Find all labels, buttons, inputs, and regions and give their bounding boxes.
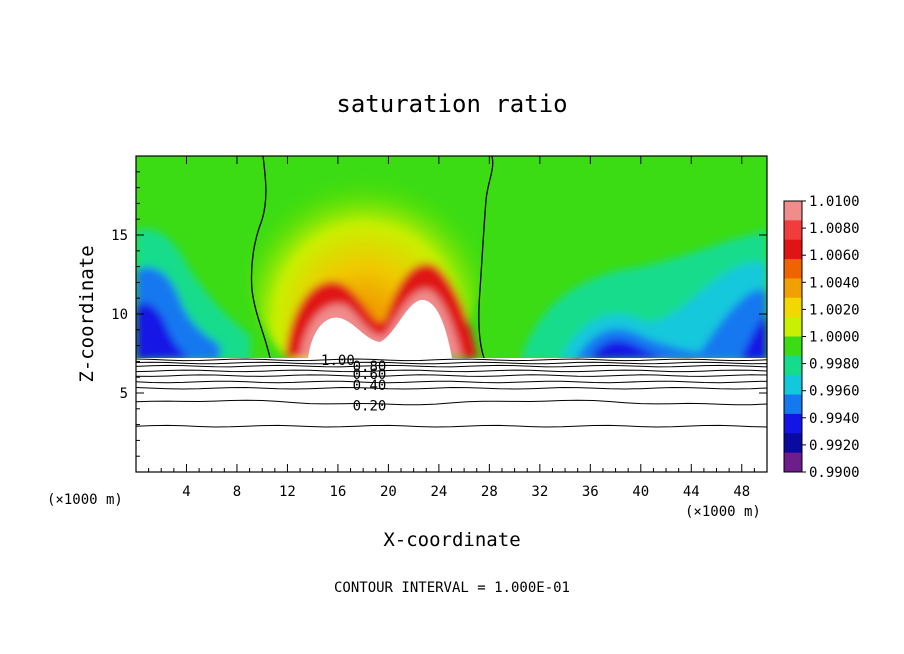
x-tick-label: 16 <box>329 484 346 500</box>
y-axis-ticks: 5 10 15 <box>111 171 767 457</box>
colorbar-label: 1.0040 <box>809 275 860 291</box>
colorbar: 1.0100 1.0080 1.0060 1.0040 1.0020 1.0000 0.99… <box>783 194 860 481</box>
y-tick-label: 5 <box>120 386 128 402</box>
saturation-boundary-right <box>478 156 494 359</box>
colorbar-swatch <box>784 433 802 454</box>
x-tick-label: 12 <box>279 484 296 500</box>
colorbar-swatch <box>784 336 802 357</box>
contour-line <box>136 386 767 390</box>
contour-label: 0.40 <box>353 378 387 394</box>
colorbar-label: 1.0100 <box>809 194 860 210</box>
colorbar-label: 1.0020 <box>809 302 860 318</box>
y-tick-label: 15 <box>111 228 128 244</box>
colorbar-swatch <box>784 201 802 221</box>
x-tick-label: 20 <box>380 484 397 500</box>
plot-area <box>136 156 767 472</box>
colorbar-swatch <box>784 355 802 376</box>
contour-line <box>136 374 767 377</box>
colorbar-swatch <box>784 297 802 318</box>
colorbar-label: 1.0060 <box>809 248 860 264</box>
x-tick-label: 40 <box>632 484 649 500</box>
contour-label: 0.20 <box>353 399 387 415</box>
y-axis-label: Z-coordinate <box>76 245 98 382</box>
x-tick-label: 44 <box>683 484 700 500</box>
x-axis-label: X-coordinate <box>383 529 520 551</box>
contour-line <box>136 358 767 362</box>
x-unit-label-left: (×1000 m) <box>47 492 123 508</box>
left-darkblue-region <box>136 303 190 360</box>
terrain <box>136 358 767 472</box>
chart-title: saturation ratio <box>336 90 567 118</box>
colorbar-swatch <box>784 394 802 415</box>
contour-line <box>136 364 767 368</box>
colorbar-swatch <box>784 278 802 299</box>
contour-line <box>136 380 767 384</box>
contour-line <box>136 424 767 428</box>
contour-interval-note: CONTOUR INTERVAL = 1.000E-01 <box>334 580 570 596</box>
contour-line <box>136 399 767 406</box>
x-tick-label: 48 <box>733 484 750 500</box>
contour-line <box>136 369 767 373</box>
right-darkblue-region <box>590 315 767 360</box>
saturation-boundary-left <box>250 156 271 359</box>
colorbar-label: 0.9900 <box>809 465 860 481</box>
colorbar-swatch <box>784 452 802 473</box>
x-tick-label: 36 <box>582 484 599 500</box>
x-tick-label: 28 <box>481 484 498 500</box>
x-tick-label: 8 <box>233 484 241 500</box>
contour-line <box>136 361 767 365</box>
colorbar-swatch <box>784 317 802 337</box>
colorbar-label: 0.9960 <box>809 384 860 400</box>
white-core <box>308 299 452 358</box>
contour-lines <box>136 358 767 428</box>
x-tick-label: 24 <box>430 484 447 500</box>
contour-label: 0.60 <box>353 367 387 383</box>
colorbar-swatch <box>784 259 802 279</box>
colorbar-swatch <box>784 413 802 434</box>
x-tick-label: 4 <box>182 484 190 500</box>
colorbar-label: 0.9940 <box>809 411 860 427</box>
x-tick-label: 32 <box>531 484 548 500</box>
colorbar-label: 0.9920 <box>809 438 860 454</box>
colorbar-label: 1.0080 <box>809 221 860 237</box>
y-tick-label: 10 <box>111 307 128 323</box>
colorbar-swatch <box>784 220 802 241</box>
colorbar-swatch <box>784 375 802 396</box>
contour-label: 1.00 <box>321 353 355 369</box>
x-axis-ticks: 4 8 12 16 20 24 28 32 36 40 44 48 <box>148 156 755 500</box>
contour-label: 0.80 <box>353 359 387 375</box>
colorbar-label: 1.0000 <box>809 330 860 346</box>
x-unit-label-right: (×1000 m) <box>685 504 761 520</box>
colorbar-swatch <box>784 239 802 260</box>
colorbar-label: 0.9980 <box>809 357 860 373</box>
contour-labels: 0.20 0.400.600.801.00 <box>321 353 386 415</box>
